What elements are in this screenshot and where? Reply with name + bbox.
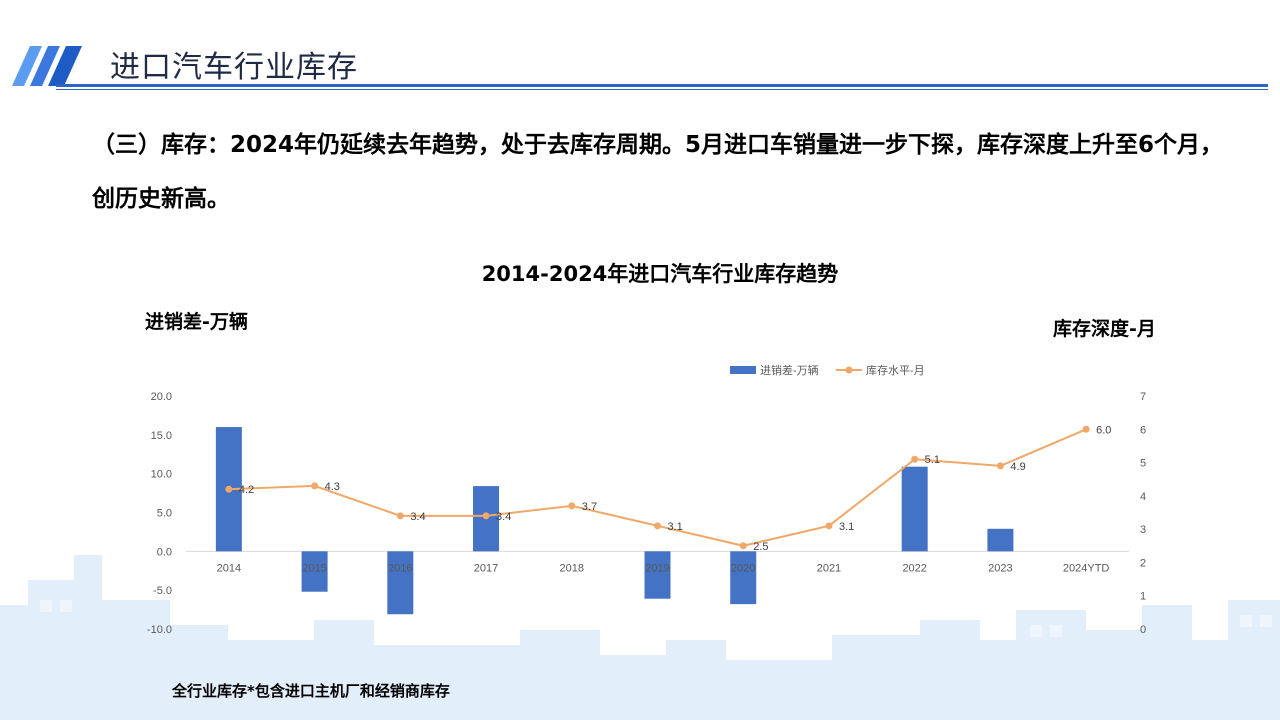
right-axis-tick: 5 <box>1140 458 1146 470</box>
category-label: 2019 <box>645 562 669 574</box>
left-axis-title: 进销差-万辆 <box>145 311 248 333</box>
line-data-label: 4.9 <box>1010 461 1025 473</box>
legend-swatch-bar <box>730 366 756 374</box>
category-label: 2014 <box>217 562 241 574</box>
category-label: 2021 <box>817 562 841 574</box>
category-label: 2015 <box>302 562 326 574</box>
line-point-2020 <box>739 542 747 550</box>
line-data-label: 3.4 <box>496 511 511 523</box>
line-point-2014 <box>225 485 233 493</box>
line-point-2024YTD <box>1082 425 1090 433</box>
line-point-2021 <box>825 522 833 530</box>
summary-text: （三）库存：2024年仍延续去年趋势，处于去库存周期。5月进口车销量进一步下探，… <box>92 132 1224 212</box>
line-data-label: 3.1 <box>839 521 854 533</box>
category-label: 2022 <box>902 562 926 574</box>
line-point-2015 <box>311 482 319 490</box>
left-axis-tick: -10.0 <box>147 624 172 636</box>
left-axis-tick: 5.0 <box>157 508 172 520</box>
left-axis-tick: 15.0 <box>151 430 172 442</box>
line-data-label: 3.7 <box>582 501 597 513</box>
line-data-label: 6.0 <box>1096 424 1111 436</box>
category-label: 2024YTD <box>1063 562 1110 574</box>
line-point-2022 <box>911 455 919 463</box>
right-axis-tick: 1 <box>1140 591 1146 603</box>
category-label: 2020 <box>731 562 755 574</box>
legend-label-line: 库存水平-月 <box>866 363 925 377</box>
chart-title: 2014-2024年进口汽车行业库存趋势 <box>481 262 839 286</box>
bar-2023 <box>987 528 1014 552</box>
right-axis-title: 库存深度-月 <box>1053 318 1156 340</box>
line-data-label: 3.1 <box>668 521 683 533</box>
line-point-2019 <box>654 522 661 530</box>
bar-2016 <box>387 551 414 615</box>
bar-2022 <box>901 466 928 552</box>
left-axis-tick: -5.0 <box>153 585 172 597</box>
header-stripes-logo <box>12 46 82 86</box>
bar-2019 <box>644 551 671 599</box>
right-axis-tick: 6 <box>1140 424 1146 436</box>
left-axis-tick: 10.0 <box>151 469 172 481</box>
left-axis-tick: 0.0 <box>157 546 172 558</box>
right-axis-tick: 4 <box>1140 491 1146 503</box>
line-point-2023 <box>996 462 1004 470</box>
legend-label-bar: 进销差-万辆 <box>760 363 819 377</box>
category-label: 2016 <box>388 562 412 574</box>
line-data-label: 2.5 <box>753 541 768 553</box>
header-divider <box>56 84 1268 90</box>
line-data-label: 4.3 <box>325 481 340 493</box>
line-point-2018 <box>568 502 576 510</box>
left-axis-tick: 20.0 <box>151 391 172 403</box>
line-data-label: 3.4 <box>410 511 425 523</box>
bar-2020 <box>730 551 757 605</box>
category-label: 2018 <box>560 562 584 574</box>
line-data-label: 5.1 <box>925 454 940 466</box>
bar-2015 <box>301 551 328 592</box>
right-axis-tick: 0 <box>1140 624 1146 636</box>
line-point-2016 <box>396 512 404 520</box>
category-label: 2023 <box>988 562 1012 574</box>
right-axis-tick: 7 <box>1140 391 1146 403</box>
right-axis-tick: 2 <box>1140 557 1146 569</box>
legend-marker-line <box>845 366 853 374</box>
footnote: 全行业库存*包含进口主机厂和经销商库存 <box>172 682 450 700</box>
category-label: 2017 <box>474 562 498 574</box>
line-data-label: 4.2 <box>239 484 254 496</box>
right-axis-tick: 3 <box>1140 524 1146 536</box>
line-point-2017 <box>482 512 490 520</box>
page-title: 进口汽车行业库存 <box>110 50 358 85</box>
